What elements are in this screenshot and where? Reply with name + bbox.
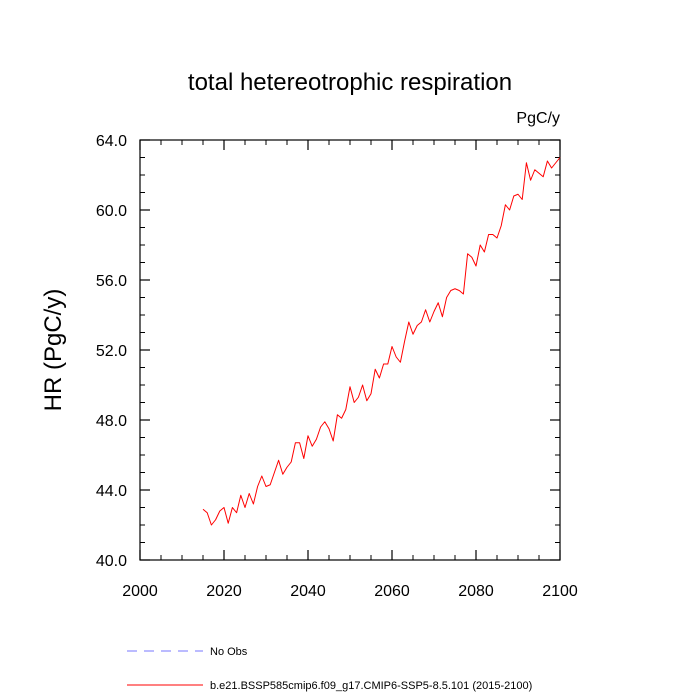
units-label: PgC/y — [516, 110, 560, 127]
axis-ticks — [139, 139, 561, 561]
tick-labels: 2000 2020 2040 2060 2080 2100 40.0 44.0 48.0 52.0… — [96, 133, 578, 600]
y-tick-label: 40.0 — [96, 553, 127, 570]
y-tick-label: 44.0 — [96, 483, 127, 500]
x-tick-label: 2060 — [374, 583, 410, 600]
y-tick-label: 52.0 — [96, 343, 127, 360]
y-tick-label: 48.0 — [96, 413, 127, 430]
x-tick-label: 2000 — [122, 583, 158, 600]
series-layer — [202, 157, 561, 526]
y-tick-label: 64.0 — [96, 133, 127, 150]
plot-frame — [139, 139, 561, 561]
y-tick-label: 60.0 — [96, 203, 127, 220]
x-tick-label: 2100 — [542, 583, 578, 600]
chart-title: total hetereotrophic respiration — [188, 69, 512, 96]
legend-label-1: b.e21.BSSP585cmip6.f09_g17.CMIP6-SSP5-8.… — [210, 680, 532, 692]
x-tick-label: 2040 — [290, 583, 326, 600]
legend-label-0: No Obs — [210, 646, 248, 658]
x-tick-label: 2020 — [206, 583, 242, 600]
legend: No Obs b.e21.BSSP585cmip6.f09_g17.CMIP6-S… — [127, 646, 532, 692]
x-tick-label: 2080 — [458, 583, 494, 600]
series-line-0 — [202, 157, 561, 526]
y-tick-label: 56.0 — [96, 273, 127, 290]
y-axis-label: HR (PgC/y) — [40, 289, 67, 412]
